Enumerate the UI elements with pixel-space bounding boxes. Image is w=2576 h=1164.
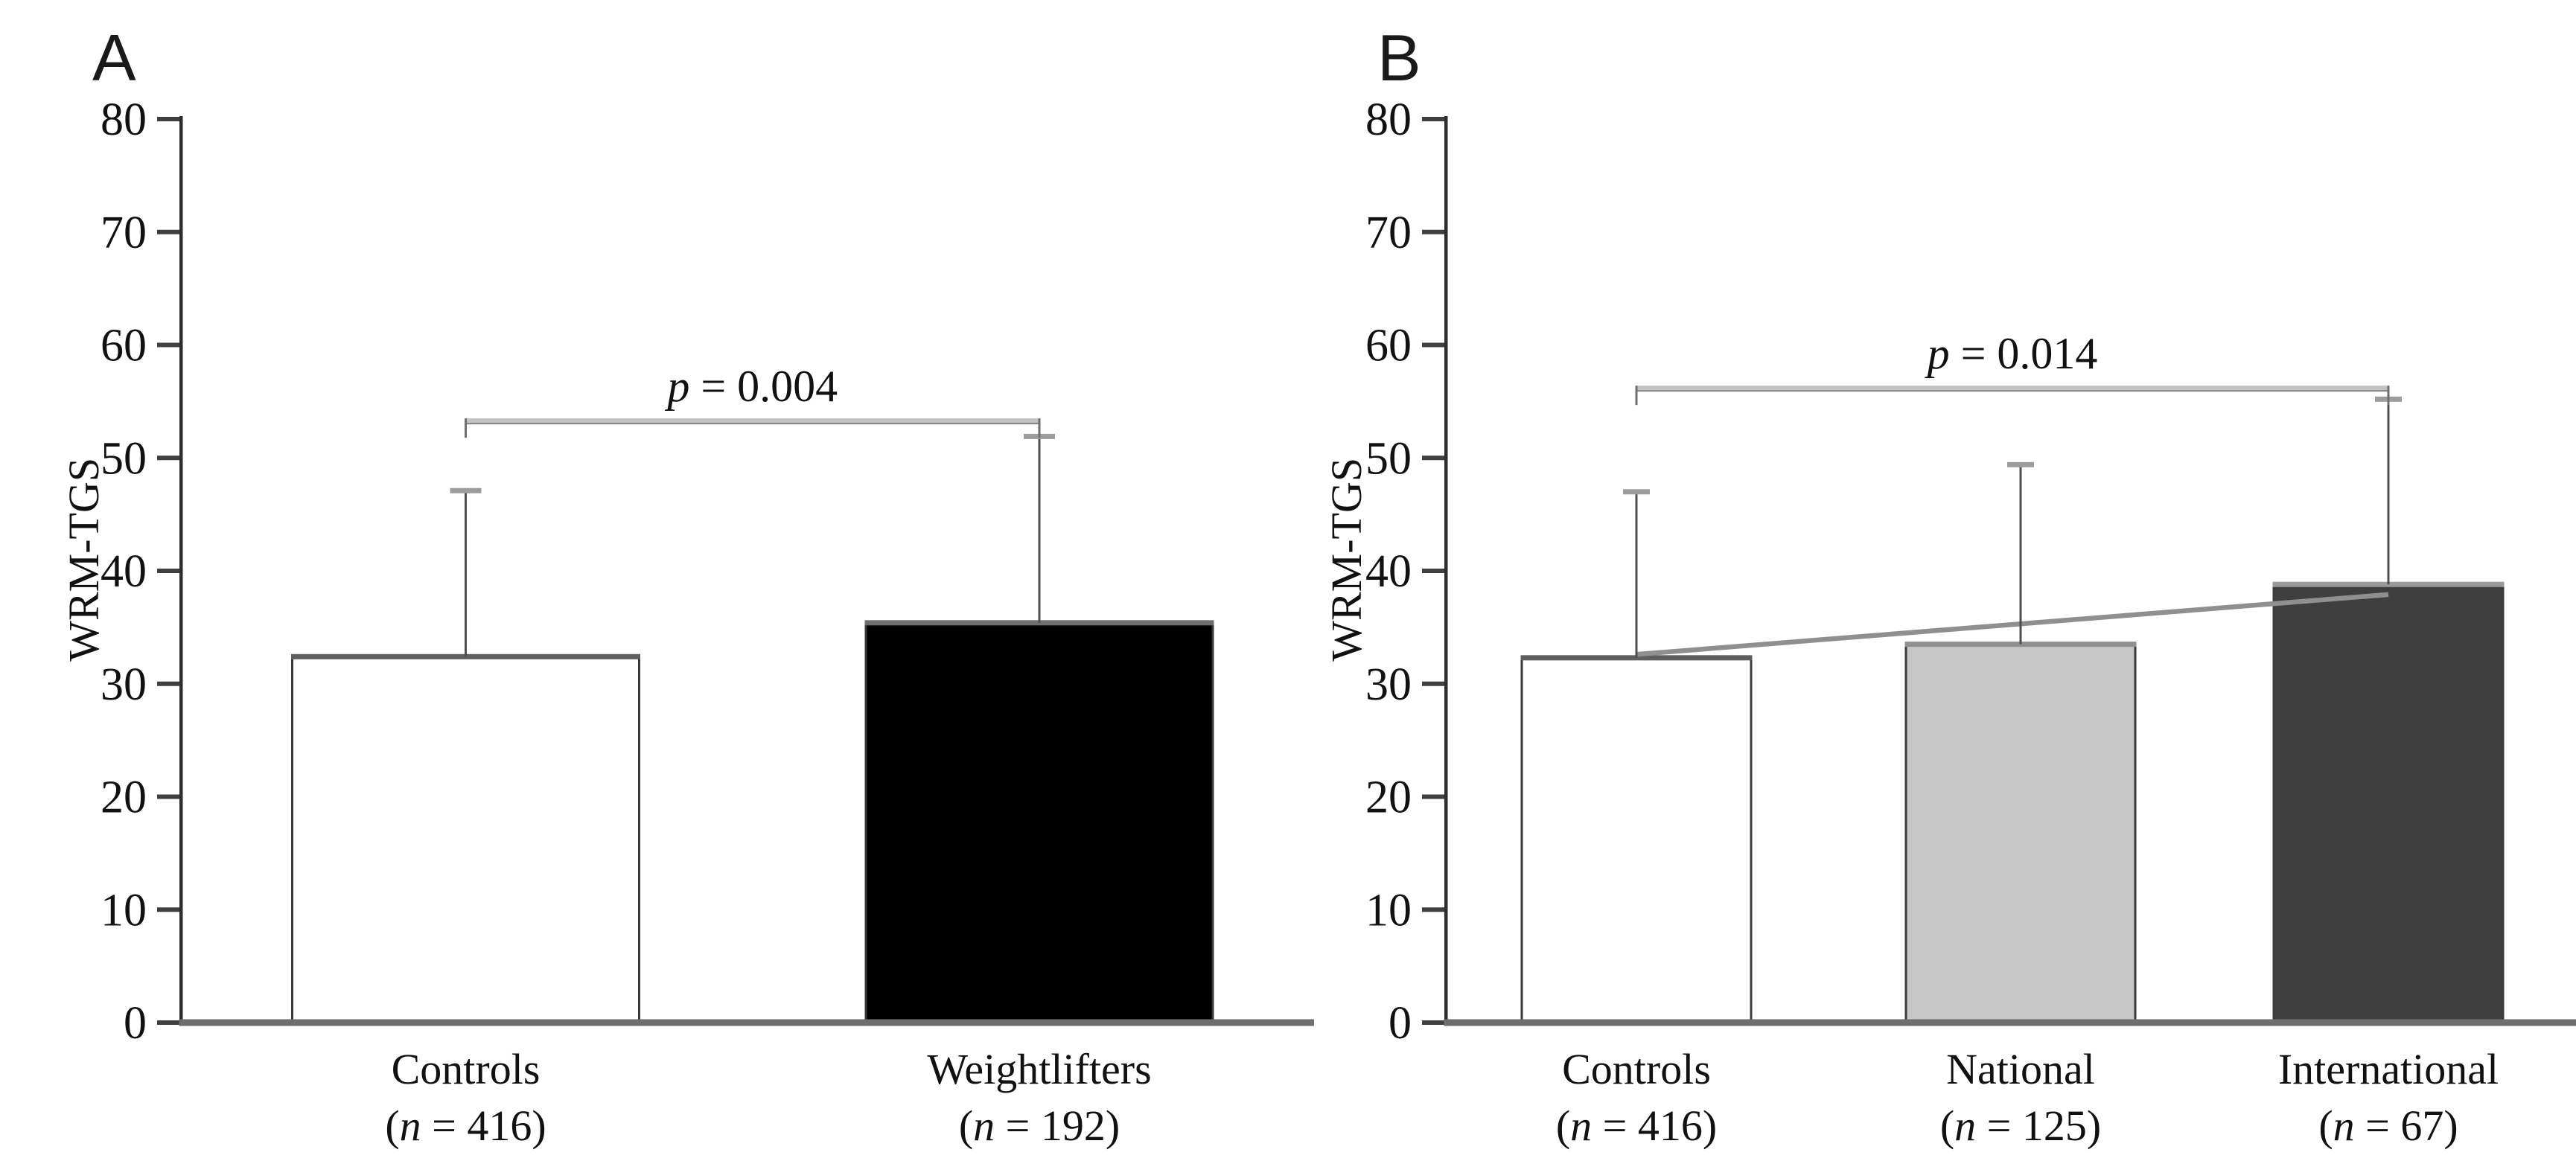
panel-letter: B: [1377, 21, 1421, 95]
error-bar-cap: [2007, 462, 2034, 467]
y-axis-title: WRM-TGS: [60, 458, 108, 662]
error-bar: [2388, 399, 2390, 584]
panel-b-figure: B 0 10 20 30 40 50 60 70 80 WRM-TGS p = 0.014 Contro…: [1325, 12, 2576, 1164]
category-sublabel: (n = 416): [1556, 1101, 1717, 1150]
y-tick-mark: [157, 682, 181, 686]
significance-bracket-stem: [1636, 386, 1638, 405]
bar-national: [1906, 645, 2135, 1020]
y-tick-label: 50: [1365, 433, 1412, 484]
y-tick-mark: [157, 795, 181, 799]
y-axis-title: WRM-TGS: [1325, 458, 1371, 662]
y-tick-mark: [1422, 795, 1446, 799]
y-axis-line: [179, 116, 183, 1026]
category-sublabel: (n = 416): [385, 1101, 546, 1150]
y-tick-label: 20: [1365, 773, 1412, 823]
y-tick-label: 70: [1365, 208, 1412, 258]
p-value-label: p = 0.004: [664, 362, 838, 411]
x-axis-line: [1444, 1020, 2576, 1026]
y-tick-mark: [157, 117, 181, 121]
y-tick-label: 70: [101, 208, 147, 258]
x-axis-line: [179, 1020, 1315, 1026]
p-value-label: p = 0.014: [1925, 329, 2098, 378]
y-tick-mark: [1422, 907, 1446, 912]
significance-bracket-stem: [1039, 418, 1041, 438]
y-tick-mark: [157, 230, 181, 234]
bar-controls: [293, 656, 640, 1020]
category-label-controls: Controls: [1562, 1045, 1711, 1093]
y-tick-label: 60: [101, 321, 147, 371]
y-tick-mark: [157, 907, 181, 912]
y-tick-mark: [1422, 569, 1446, 573]
error-bar: [2020, 464, 2022, 644]
y-tick-mark: [157, 1020, 181, 1025]
y-tick-label: 30: [1365, 659, 1412, 710]
bar-controls: [1522, 658, 1751, 1020]
y-tick-mark: [157, 455, 181, 460]
category-sublabel: (n = 67): [2318, 1101, 2458, 1150]
y-tick-mark: [1422, 230, 1446, 234]
y-tick-mark: [1422, 117, 1446, 121]
y-tick-mark: [157, 343, 181, 348]
y-tick-mark: [1422, 1020, 1446, 1025]
y-axis-line: [1444, 116, 1448, 1026]
significance-bracket: [466, 418, 1040, 423]
category-sublabel: (n = 125): [1940, 1101, 2101, 1150]
significance-bracket-shadow: [466, 423, 1040, 424]
y-tick-label: 20: [101, 773, 147, 823]
error-bar: [465, 490, 467, 656]
y-tick-mark: [157, 569, 181, 573]
category-label-national: National: [1946, 1045, 2095, 1093]
category-label-international: International: [2278, 1045, 2499, 1093]
bar-international: [2274, 584, 2503, 1020]
bar-weightlifters: [866, 623, 1213, 1020]
panel-letter: A: [92, 21, 136, 95]
significance-bracket-stem: [465, 418, 467, 438]
error-bar-cap: [1623, 489, 1650, 494]
error-bar: [1039, 436, 1041, 622]
y-tick-mark: [1422, 682, 1446, 686]
significance-bracket: [1636, 386, 2388, 390]
panel-b-chart: B 0 10 20 30 40 50 60 70 80 WRM-TGS p = 0.014 Contro…: [1325, 12, 2576, 1164]
y-tick-label: 60: [1365, 321, 1412, 371]
y-tick-label: 10: [1365, 885, 1412, 936]
category-sublabel: (n = 192): [959, 1101, 1120, 1150]
category-label-weightlifters: Weightlifters: [927, 1045, 1151, 1093]
error-bar: [1636, 492, 1638, 658]
category-label-controls: Controls: [392, 1045, 541, 1093]
y-tick-label: 10: [101, 885, 147, 936]
y-tick-label: 80: [1365, 95, 1412, 145]
y-tick-label: 80: [101, 95, 147, 145]
significance-bracket-shadow: [1636, 390, 2388, 391]
y-tick-mark: [1422, 343, 1446, 348]
significance-bracket-stem: [2388, 386, 2390, 405]
y-tick-label: 40: [1365, 546, 1412, 597]
error-bar-cap: [450, 488, 482, 493]
y-tick-mark: [1422, 455, 1446, 460]
y-tick-label: 0: [124, 998, 147, 1049]
y-tick-label: 0: [1389, 998, 1412, 1049]
y-tick-label: 30: [101, 659, 147, 710]
